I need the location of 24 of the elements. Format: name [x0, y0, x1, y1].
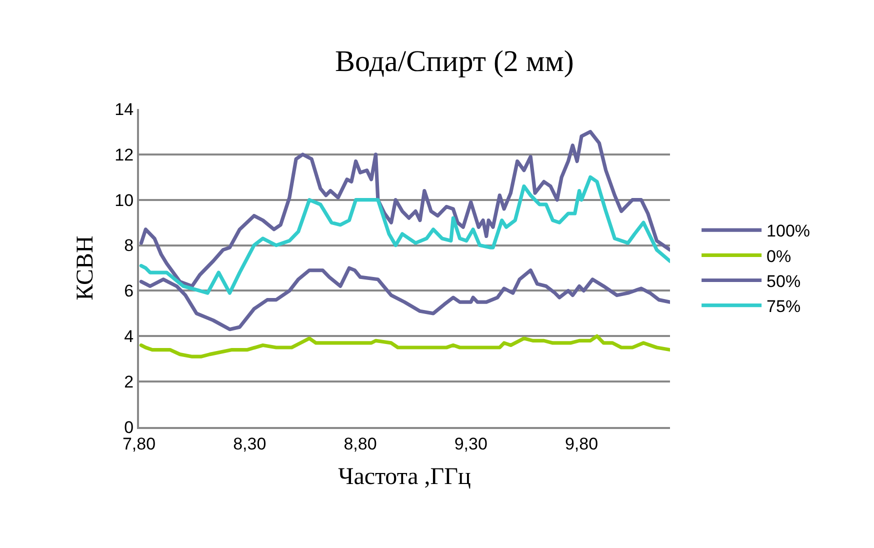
- legend-label: 100%: [766, 222, 810, 241]
- line-series: [139, 130, 670, 288]
- x-tick-label: 8,30: [233, 434, 266, 454]
- line-series: [139, 266, 670, 332]
- line-series: [139, 334, 670, 358]
- y-tick-label: 4: [124, 327, 134, 346]
- y-tick-label: 12: [114, 145, 134, 164]
- y-tick-label: 10: [114, 190, 134, 210]
- chart-title: Вода/Спирт (2 мм): [335, 44, 574, 78]
- y-tick-label: 0: [124, 418, 134, 437]
- legend-label: 0%: [766, 246, 792, 266]
- x-axis-title: Частота ,ГГц: [338, 464, 472, 490]
- x-tick-label: 7,80: [122, 434, 156, 454]
- x-tick-label: 8,80: [344, 434, 377, 454]
- x-tick-label: 9,30: [454, 434, 488, 454]
- line-series: [139, 175, 670, 295]
- x-tick-label: 9,80: [564, 434, 598, 454]
- y-tick-label: 2: [124, 372, 134, 392]
- legend-label: 50%: [766, 272, 801, 291]
- y-tick-label: 6: [124, 282, 134, 301]
- y-tick-label: 14: [114, 100, 134, 119]
- legend-label: 75%: [766, 296, 801, 316]
- y-axis-title: КСВН: [72, 236, 98, 300]
- y-tick-label: 8: [124, 236, 134, 256]
